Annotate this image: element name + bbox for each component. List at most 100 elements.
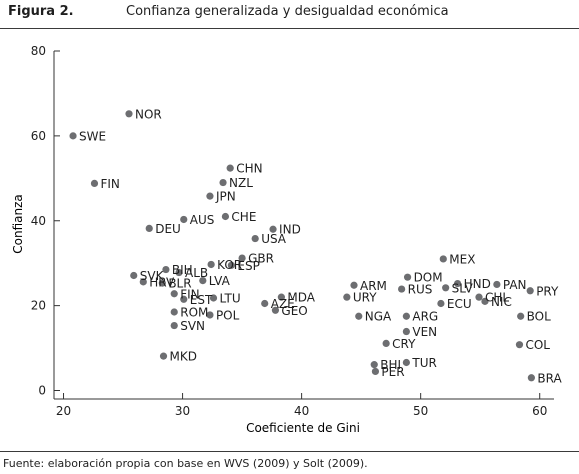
data-point-label: NZL: [229, 176, 253, 190]
data-point: [130, 271, 138, 280]
y-tick-label: 0: [38, 384, 46, 398]
data-point-label: MDA: [287, 291, 315, 305]
bottom-rule: [0, 451, 579, 452]
data-point-label: DEU: [155, 222, 181, 236]
y-tick-label: 80: [31, 44, 46, 58]
data-point-label: CHN: [236, 162, 262, 176]
data-point-label: TUR: [411, 356, 436, 370]
x-axis-label: Coeficiente de Gini: [246, 421, 360, 435]
data-point: [437, 299, 445, 308]
data-point-label: GBR: [248, 252, 274, 266]
data-point: [515, 341, 524, 349]
y-tick-label: 20: [31, 299, 46, 313]
data-point: [206, 311, 214, 319]
data-point: [170, 321, 178, 330]
chart-points: [69, 110, 535, 382]
data-point-label: KOR: [217, 258, 242, 272]
y-axis-label: Confianza: [11, 194, 25, 254]
data-point: [145, 224, 153, 232]
data-point: [162, 265, 170, 274]
x-tick-label: 40: [294, 404, 309, 418]
data-point: [227, 261, 235, 269]
data-point-label: JPN: [215, 190, 236, 204]
chart-ticks: 0 20 40 60 80 20 30 40 50 60: [31, 44, 548, 418]
data-point-label: VEN: [412, 325, 437, 339]
data-point-label: CRY: [392, 337, 416, 351]
data-point: [139, 278, 147, 286]
data-point: [219, 178, 227, 187]
data-point-label: BHI: [380, 358, 401, 372]
data-point-label: SLV: [452, 281, 474, 295]
data-point: [402, 327, 410, 336]
data-point-label: SWE: [79, 129, 106, 143]
data-point: [526, 287, 534, 295]
data-point: [226, 164, 234, 172]
data-point: [475, 293, 483, 301]
data-point-label: FIN: [100, 177, 119, 191]
data-point: [69, 132, 77, 140]
data-point: [402, 312, 410, 320]
chart-axes: [53, 51, 554, 400]
data-point: [269, 225, 277, 233]
data-point: [251, 234, 259, 243]
data-point-label: MKD: [170, 350, 197, 364]
x-tick-label: 20: [56, 404, 71, 418]
data-point-label: USA: [261, 232, 287, 246]
data-point: [238, 254, 246, 262]
data-point: [481, 297, 489, 305]
data-point-label: BIH: [172, 263, 193, 277]
data-point-label: AUS: [190, 213, 215, 227]
data-point-label: EST: [190, 293, 213, 307]
data-point: [493, 280, 501, 289]
data-point-label: LTU: [220, 291, 241, 305]
data-point: [180, 215, 188, 224]
data-point: [207, 260, 215, 269]
y-tick-label: 40: [31, 214, 46, 228]
data-point-label: BOL: [527, 310, 551, 324]
data-point: [453, 279, 462, 288]
x-tick-label: 30: [175, 404, 190, 418]
data-point: [271, 306, 280, 314]
figure-source: Fuente: elaboración propia con base en W…: [3, 457, 368, 470]
data-point: [159, 352, 168, 360]
data-point: [382, 339, 390, 348]
data-point-label: DOM: [414, 271, 443, 285]
x-tick-label: 50: [413, 404, 428, 418]
data-point-label: ECU: [447, 297, 472, 311]
data-point-label: LVA: [209, 274, 231, 288]
data-point: [439, 255, 447, 263]
data-point-label: ROM: [180, 306, 208, 320]
data-point-label: NOR: [135, 107, 162, 121]
data-point-label: CHE: [231, 210, 256, 224]
data-point-label: URY: [353, 291, 377, 305]
data-point: [175, 268, 183, 277]
data-point-label: FIN: [180, 287, 199, 301]
data-point: [402, 358, 410, 367]
data-point-label: ARG: [412, 310, 438, 324]
data-point-label: PRY: [536, 284, 559, 298]
figure-title: Confianza generalizada y desigualdad eco…: [126, 4, 449, 19]
data-point: [209, 294, 218, 302]
data-point-label: SVK: [140, 269, 165, 283]
y-tick-label: 60: [31, 129, 46, 143]
data-point: [517, 312, 525, 320]
data-point: [527, 374, 535, 382]
data-point-label: MEX: [449, 252, 475, 266]
data-point: [261, 299, 269, 308]
data-point: [170, 308, 178, 316]
data-point: [277, 293, 285, 301]
data-point-label: IND: [279, 223, 301, 237]
figure-label: Figura 2.: [8, 4, 74, 19]
data-point: [371, 367, 380, 376]
data-point-label: ALB: [185, 266, 208, 280]
data-point-label: RUS: [408, 283, 433, 297]
data-point: [199, 276, 207, 285]
data-point-label: ARM: [360, 279, 387, 293]
data-point-label: NGA: [365, 310, 392, 324]
data-point-label: ESP: [237, 259, 259, 273]
data-point: [125, 110, 133, 118]
top-rule: [0, 28, 579, 29]
data-point-label: NIC: [491, 295, 512, 309]
